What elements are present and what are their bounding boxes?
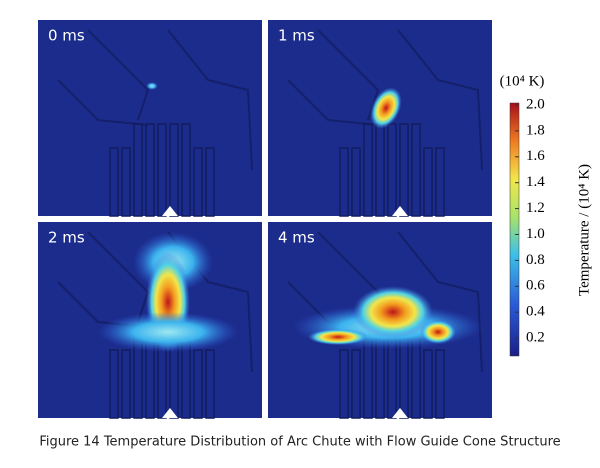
panel-label: 2 ms — [48, 229, 85, 247]
colorbar — [509, 102, 520, 357]
panel-label: 0 ms — [48, 27, 85, 45]
colorbar-tick-label: 0.6 — [526, 278, 545, 294]
colorbar-tick-label: 0.8 — [526, 252, 545, 268]
colorbar-tick-label: 1.8 — [526, 122, 545, 138]
panel-label: 4 ms — [278, 229, 315, 247]
panel-4ms: 4 ms — [267, 221, 493, 419]
panel-2ms: 2 ms — [37, 221, 263, 419]
colorbar-label: Temperature / (10⁴ K) — [576, 164, 592, 296]
colorbar-tick-label: 0.4 — [526, 304, 545, 320]
colorbar-tick-label: 0.2 — [526, 330, 545, 346]
colorbar-ticks: 2.0 1.8 1.6 1.4 1.2 1.0 0.8 0.6 0.4 0.2 — [515, 96, 545, 346]
panel-1ms: 1 ms — [267, 19, 493, 217]
colorbar-tick-label: 1.6 — [526, 148, 545, 164]
colorbar-tick-label: 1.2 — [526, 200, 545, 216]
colorbar-tick-label: 1.4 — [526, 174, 545, 190]
panel-0ms: 0 ms — [37, 19, 263, 217]
caption: Figure 14 Temperature Distribution of Ar… — [39, 435, 560, 450]
colorbar-tick-label: 1.0 — [526, 226, 545, 242]
colorbar-tick-label: 2.0 — [526, 96, 545, 112]
panel-label: 1 ms — [278, 27, 315, 45]
colorbar-unit: (10⁴ K) — [500, 73, 545, 89]
